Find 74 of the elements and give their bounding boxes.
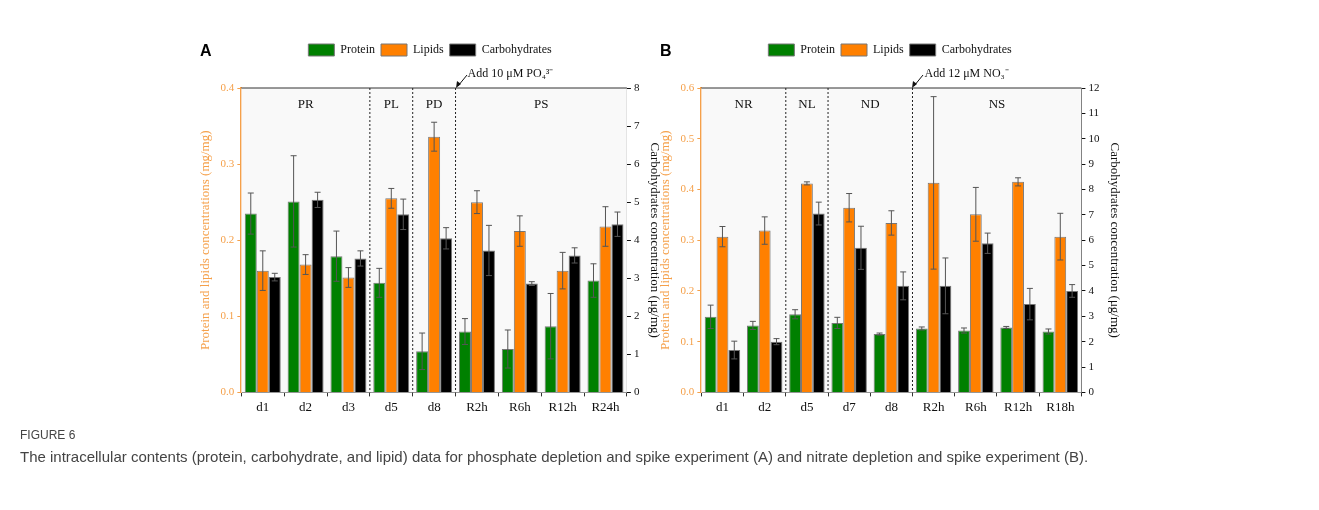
y2-tick-label: 4 — [633, 233, 640, 246]
x-tick-label: R24h — [591, 398, 621, 414]
x-tick-label: R2h — [922, 398, 945, 414]
band-label: NS — [988, 95, 1006, 111]
y2-tick-label: 0 — [1088, 385, 1095, 398]
y2-tick-label: 4 — [1088, 283, 1095, 296]
band-label: NR — [734, 95, 753, 111]
x-tick-label: d7 — [842, 398, 857, 414]
y2-tick-label: 2 — [633, 309, 640, 322]
y-tick-label: 0.3 — [680, 233, 695, 246]
y-tick-label: 0.4 — [220, 80, 235, 93]
y-tick-label: 0.2 — [680, 283, 695, 296]
y2-tick-label: 10 — [1088, 131, 1100, 144]
y-tick-label: 0.1 — [680, 334, 695, 347]
y-tick-label: 0.6 — [680, 80, 695, 93]
y-tick-label: 0.5 — [680, 131, 695, 144]
x-tick-label: R6h — [964, 398, 988, 414]
x-tick-label: R2h — [466, 398, 489, 414]
y2-tick-label: 7 — [1088, 207, 1095, 220]
y2-tick-label: 6 — [1088, 233, 1095, 246]
x-tick-label: R12h — [1003, 398, 1033, 414]
band-label: PS — [533, 95, 549, 111]
text: Add 10 μM PO₄³⁻ — [467, 66, 554, 81]
y2-tick-label: 8 — [633, 80, 640, 93]
y2-axis-title: Carbohydrates concentration (μg/mg) — [1107, 142, 1123, 338]
x-tick-label: d8 — [884, 398, 898, 414]
y2-tick-label: 3 — [1088, 309, 1095, 322]
y2-tick-label: 0 — [633, 385, 640, 398]
band-label: PD — [425, 95, 443, 111]
x-tick-label: d2 — [758, 398, 772, 414]
band-label: ND — [860, 95, 880, 111]
chart-title: B — [660, 42, 672, 60]
y2-tick-label: 2 — [1088, 334, 1094, 347]
x-tick-label: R12h — [548, 398, 578, 414]
legend-label: Protein — [340, 42, 376, 57]
y2-tick-label: 8 — [1088, 182, 1095, 195]
y2-tick-label: 3 — [633, 271, 640, 284]
y2-tick-label: 7 — [633, 118, 640, 131]
text: Add 12 μM NO₃⁻ — [924, 66, 1009, 81]
y-tick-label: 0.0 — [680, 385, 695, 398]
x-tick-label: d5 — [384, 398, 398, 414]
x-tick-label: R18h — [1046, 398, 1075, 414]
legend-label: Protein — [800, 42, 836, 57]
chart-title: A — [200, 42, 212, 60]
caption: FIGURE 6 — [20, 428, 77, 442]
legend-label: Lipids — [873, 42, 905, 57]
y-tick-label: 0.3 — [220, 156, 235, 169]
legend-label: Carbohydrates — [481, 42, 552, 57]
legend-label: Lipids — [413, 42, 445, 57]
y-axis-title: Protein and lipids concentrations (mg/mg) — [197, 130, 213, 350]
legend-label: Carbohydrates — [941, 42, 1012, 57]
x-tick-label: d5 — [800, 398, 814, 414]
x-tick-label: d2 — [299, 398, 313, 414]
x-tick-label: d3 — [341, 398, 355, 414]
y-tick-label: 0.0 — [220, 385, 235, 398]
band-label: NL — [798, 95, 816, 111]
y2-tick-label: 6 — [633, 156, 640, 169]
y-tick-label: 0.2 — [220, 233, 235, 246]
y2-tick-label: 1 — [1088, 359, 1094, 372]
y2-tick-label: 11 — [1088, 106, 1099, 119]
x-tick-label: d8 — [427, 398, 441, 414]
x-tick-label: d1 — [256, 398, 270, 414]
band-label: PL — [383, 95, 399, 111]
y2-tick-label: 1 — [633, 347, 640, 360]
x-tick-label: d1 — [715, 398, 729, 414]
y-tick-label: 0.4 — [680, 182, 695, 195]
y2-tick-label: 5 — [633, 195, 640, 208]
band-label: PR — [297, 95, 314, 111]
y-tick-label: 0.1 — [220, 309, 235, 322]
y2-tick-label: 5 — [1088, 258, 1095, 271]
y2-tick-label: 9 — [1088, 156, 1095, 169]
y2-tick-label: 12 — [1088, 80, 1100, 93]
text: The intracellular contents (protein, carbohydrate, and lipid) data for phosphate depletion and spike experiment (A) and nitrate depletion and spike experiment (B). — [20, 448, 1090, 465]
x-tick-label: R6h — [508, 398, 532, 414]
